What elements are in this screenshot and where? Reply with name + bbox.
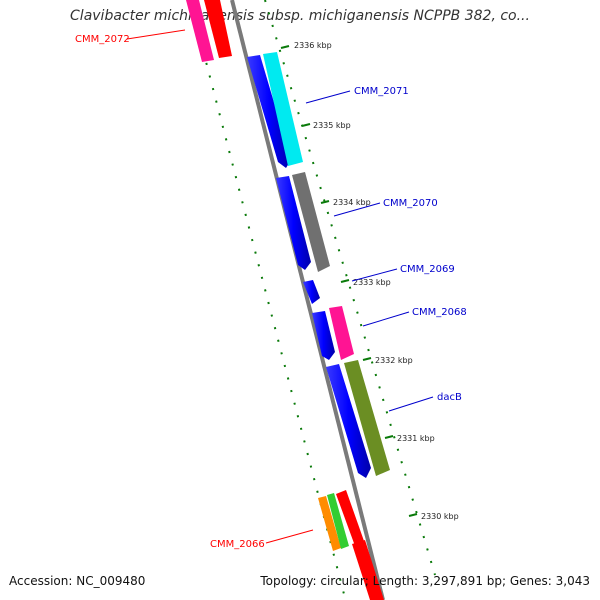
gene-label-cmm-2071: CMM_2071 bbox=[354, 86, 409, 97]
map-title: Clavibacter michiganensis subsp. michiga… bbox=[70, 8, 530, 24]
genome-backbone bbox=[230, 0, 385, 600]
cds-arrow-2 bbox=[276, 176, 311, 270]
gene-label-dacb: dacB bbox=[437, 392, 462, 403]
gene-bar-cmm-2071[interactable] bbox=[263, 52, 303, 166]
tick-label: 2332 kbp bbox=[375, 356, 413, 365]
tick-label: 2334 kbp bbox=[333, 198, 371, 207]
accession-label: Accession: NC_009480 bbox=[9, 574, 146, 588]
gene-bar-cmm-2070[interactable] bbox=[292, 172, 330, 272]
tick-label: 2333 kbp bbox=[353, 278, 391, 287]
gene-block-cmm-2072[interactable] bbox=[186, 0, 232, 62]
cds-arrow-4 bbox=[312, 311, 335, 360]
gene-bar-dacb[interactable] bbox=[344, 360, 390, 476]
cds-arrows bbox=[247, 55, 371, 478]
tick-label: 2330 kbp bbox=[421, 512, 459, 521]
gene-label-cmm-2070: CMM_2070 bbox=[383, 198, 438, 209]
cds-arrow-1 bbox=[247, 55, 291, 168]
tick-label: 2336 kbp bbox=[294, 41, 332, 50]
gene-label-cmm-2072: CMM_2072 bbox=[75, 34, 130, 45]
gene-block-cmm-2066[interactable] bbox=[318, 490, 384, 600]
topology-label: Topology: circular; Length: 3,297,891 bp… bbox=[260, 574, 590, 588]
tick-label: 2335 kbp bbox=[313, 121, 351, 130]
tick-label: 2331 kbp bbox=[397, 434, 435, 443]
outer-dotted-arc bbox=[264, 0, 436, 576]
cds-arrow-5 bbox=[326, 364, 371, 478]
gene-label-cmm-2068: CMM_2068 bbox=[412, 307, 467, 318]
gene-label-cmm-2069: CMM_2069 bbox=[400, 264, 455, 275]
gene-bar-cmm-2068[interactable] bbox=[329, 306, 354, 360]
gene-labels: CMM_2072 CMM_2071 CMM_2070 CMM_2069 CMM_… bbox=[75, 29, 467, 550]
cds-arrow-3 bbox=[303, 280, 320, 304]
kbp-ticks: 2336 kbp 2335 kbp 2334 kbp 2333 kbp 2332… bbox=[280, 41, 459, 521]
gene-label-cmm-2066: CMM_2066 bbox=[210, 539, 265, 550]
